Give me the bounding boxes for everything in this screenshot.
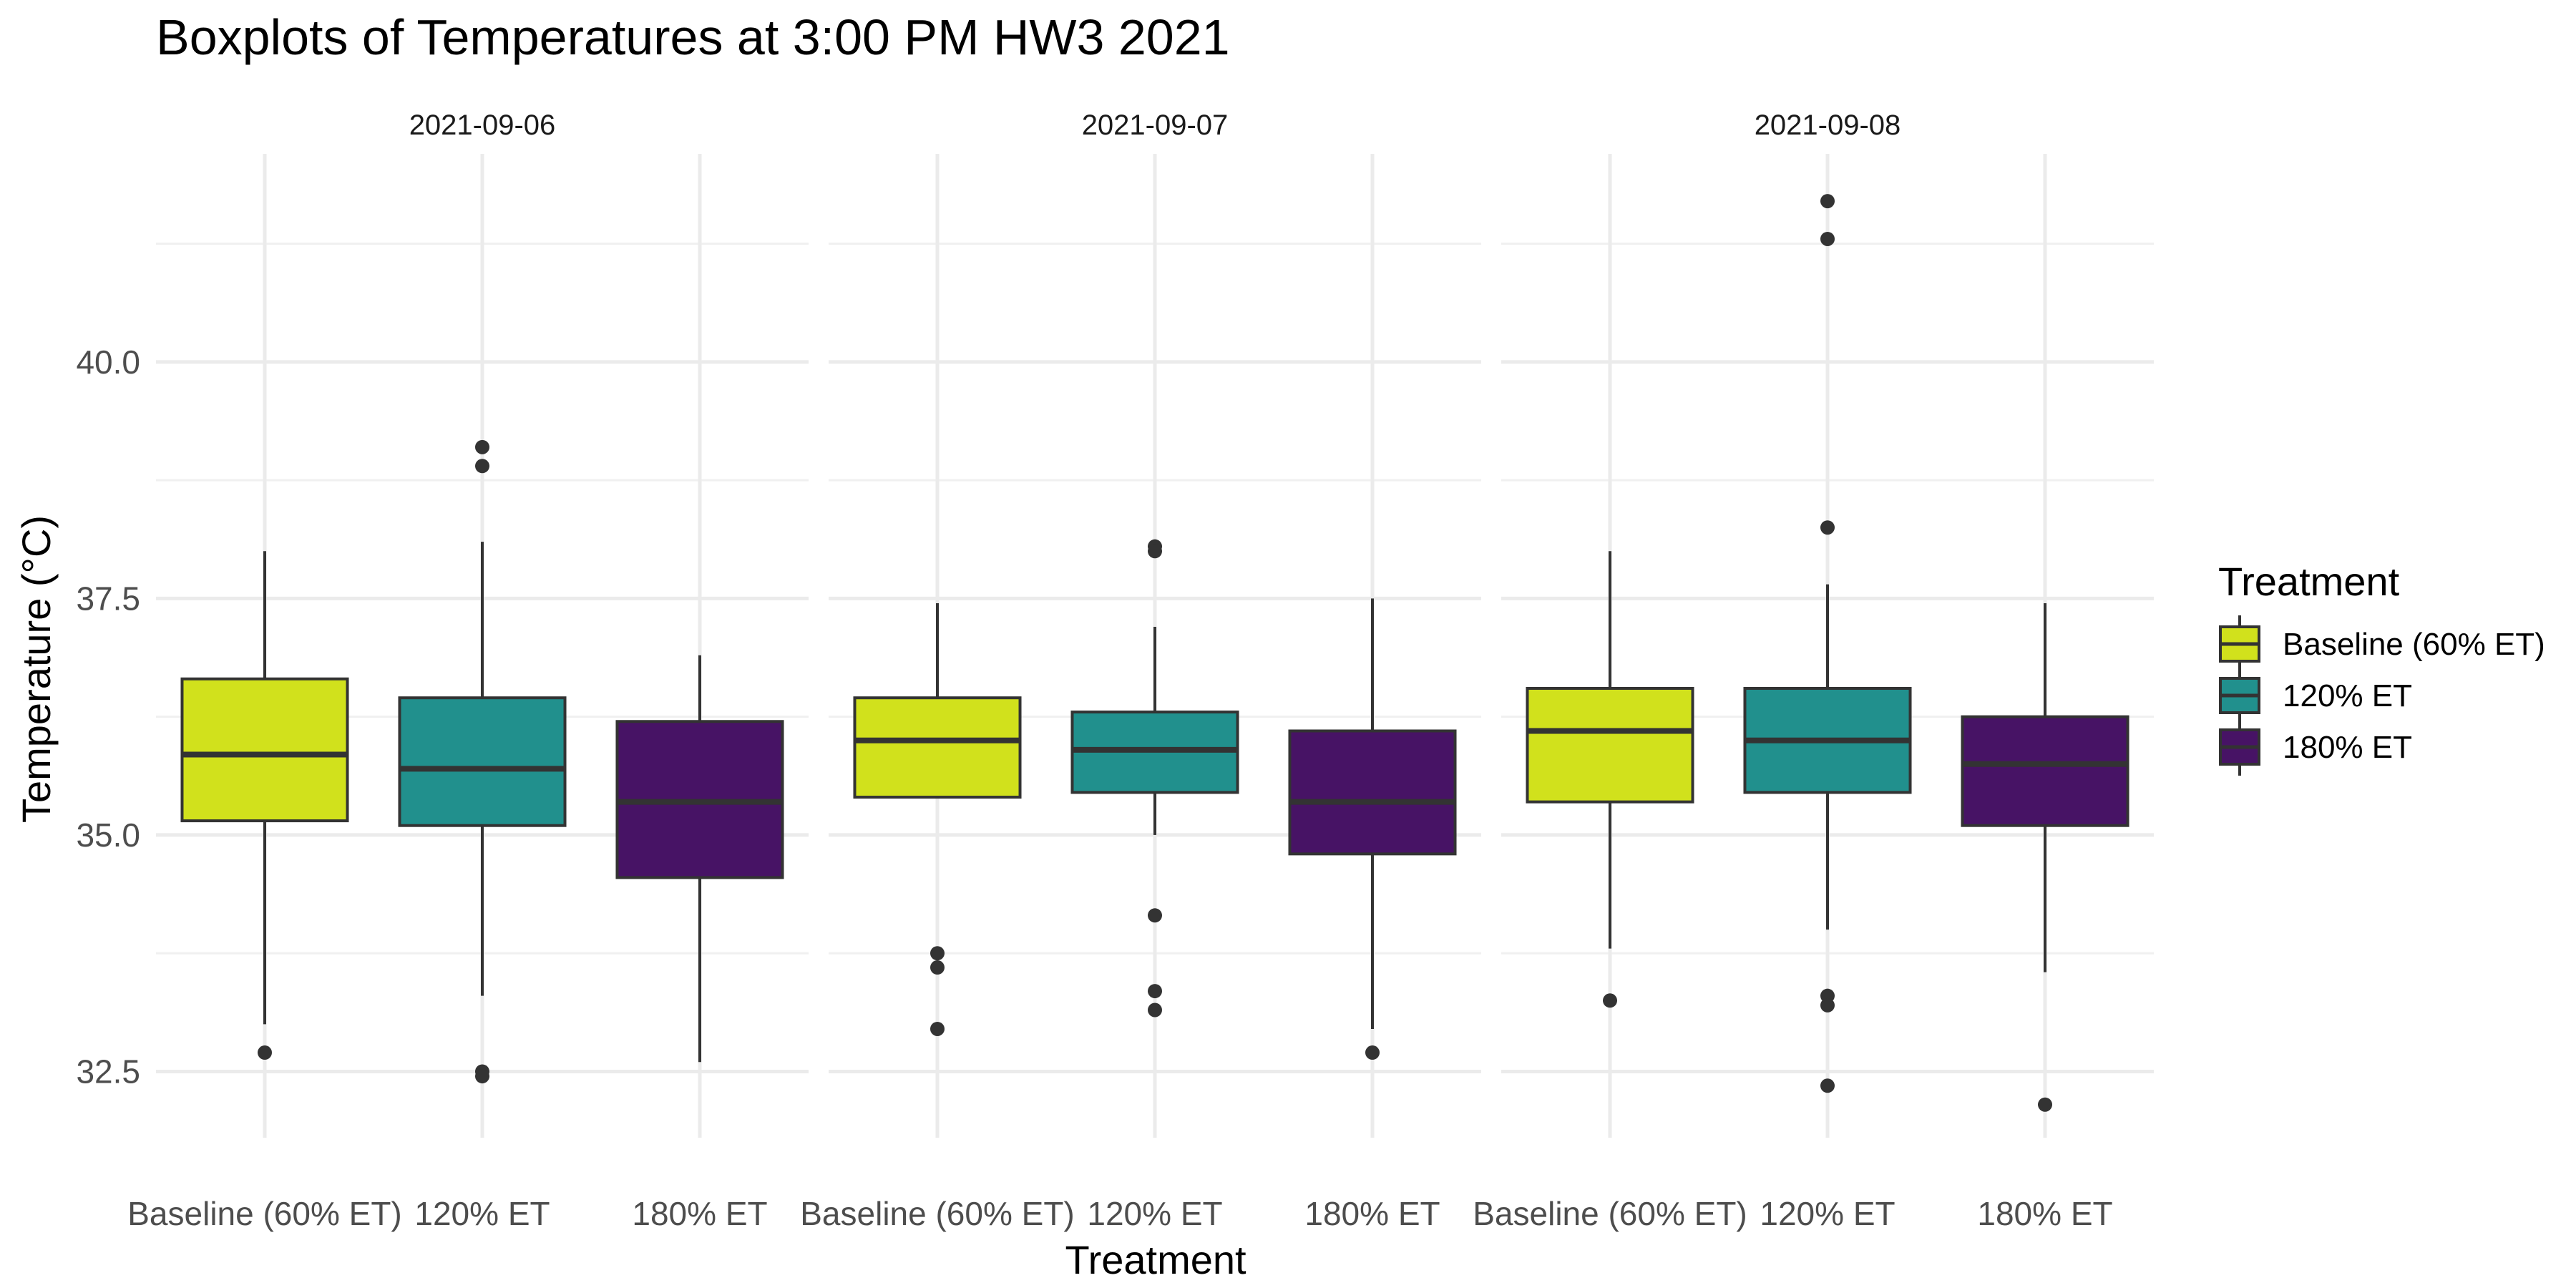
outlier-point bbox=[475, 459, 489, 474]
outlier-point bbox=[930, 1021, 945, 1036]
x-tick-label: 120% ET bbox=[1087, 1195, 1222, 1232]
legend-item: 120% ET bbox=[2219, 667, 2412, 724]
legend-label: 180% ET bbox=[2283, 730, 2412, 765]
box-group bbox=[180, 551, 349, 1060]
y-tick-label: 35.0 bbox=[76, 816, 140, 854]
legend-items: Baseline (60% ET) 120% ET 180% ET bbox=[2219, 615, 2545, 776]
box bbox=[180, 677, 349, 823]
legend: Treatment Baseline (60% ET) 120% ET 180% E… bbox=[2218, 559, 2545, 776]
x-tick-label: Baseline (60% ET) bbox=[800, 1195, 1075, 1232]
x-tick-label: 120% ET bbox=[414, 1195, 550, 1232]
box bbox=[398, 696, 567, 827]
box-group bbox=[398, 439, 567, 1084]
x-tick-label: 180% ET bbox=[1977, 1195, 2112, 1232]
chart-title: Boxplots of Temperatures at 3:00 PM HW3 … bbox=[156, 9, 1230, 65]
box bbox=[1526, 686, 1694, 804]
legend-label: Baseline (60% ET) bbox=[2283, 627, 2545, 662]
box-group bbox=[1743, 194, 1912, 1093]
legend-item: 180% ET bbox=[2219, 718, 2412, 776]
y-tick-label: 40.0 bbox=[76, 343, 140, 381]
outlier-point bbox=[1820, 520, 1835, 535]
facet-label: 2021-09-06 bbox=[409, 109, 556, 141]
outlier-point bbox=[1148, 908, 1162, 923]
facet-panels: 2021-09-06 Baseline (60% ET) 120% ET 180% E… bbox=[76, 109, 2154, 1232]
legend-label: 120% ET bbox=[2283, 678, 2412, 713]
facet-label: 2021-09-08 bbox=[1755, 109, 1901, 141]
legend-title: Treatment bbox=[2218, 559, 2400, 604]
box bbox=[1288, 729, 1457, 856]
facet-panel: 2021-09-07 Baseline (60% ET) 120% ET 180% E… bbox=[800, 109, 1481, 1232]
x-tick-label: Baseline (60% ET) bbox=[1473, 1195, 1747, 1232]
outlier-point bbox=[1820, 231, 1835, 246]
facet-label: 2021-09-07 bbox=[1082, 109, 1229, 141]
x-tick-label: 120% ET bbox=[1760, 1195, 1895, 1232]
outlier-point bbox=[1820, 997, 1835, 1013]
outlier-point bbox=[1820, 1078, 1835, 1093]
x-axis-title: Treatment bbox=[1065, 1237, 1246, 1282]
box bbox=[1961, 715, 2129, 827]
box-group bbox=[1961, 603, 2129, 1112]
box-group bbox=[615, 655, 784, 1063]
outlier-point bbox=[1603, 993, 1617, 1008]
outlier-point bbox=[1820, 194, 1835, 209]
x-tick-label: Baseline (60% ET) bbox=[127, 1195, 402, 1232]
y-tick-label: 37.5 bbox=[76, 580, 140, 617]
outlier-point bbox=[1365, 1045, 1380, 1060]
box-group bbox=[1526, 551, 1694, 1008]
outlier-point bbox=[930, 946, 945, 961]
legend-item: Baseline (60% ET) bbox=[2219, 615, 2545, 673]
outlier-point bbox=[475, 439, 489, 454]
outlier-point bbox=[258, 1045, 272, 1060]
x-tick-label: 180% ET bbox=[632, 1195, 767, 1232]
box-group bbox=[853, 603, 1022, 1036]
box-group bbox=[1288, 598, 1457, 1060]
outlier-point bbox=[475, 1069, 489, 1084]
outlier-point bbox=[1148, 544, 1162, 559]
box bbox=[853, 696, 1022, 799]
y-axis-title: Temperature (°C) bbox=[14, 515, 59, 823]
y-tick-label: 32.5 bbox=[76, 1053, 140, 1090]
facet-panel: 2021-09-08 Baseline (60% ET) 120% ET 180% E… bbox=[1473, 109, 2154, 1232]
facet-panel: 2021-09-06 Baseline (60% ET) 120% ET 180% E… bbox=[127, 109, 809, 1232]
outlier-point bbox=[1148, 984, 1162, 999]
outlier-point bbox=[1148, 1002, 1162, 1018]
x-tick-label: 180% ET bbox=[1304, 1195, 1440, 1232]
box-group bbox=[1070, 539, 1239, 1018]
outlier-point bbox=[2038, 1097, 2052, 1112]
outlier-point bbox=[930, 960, 945, 975]
